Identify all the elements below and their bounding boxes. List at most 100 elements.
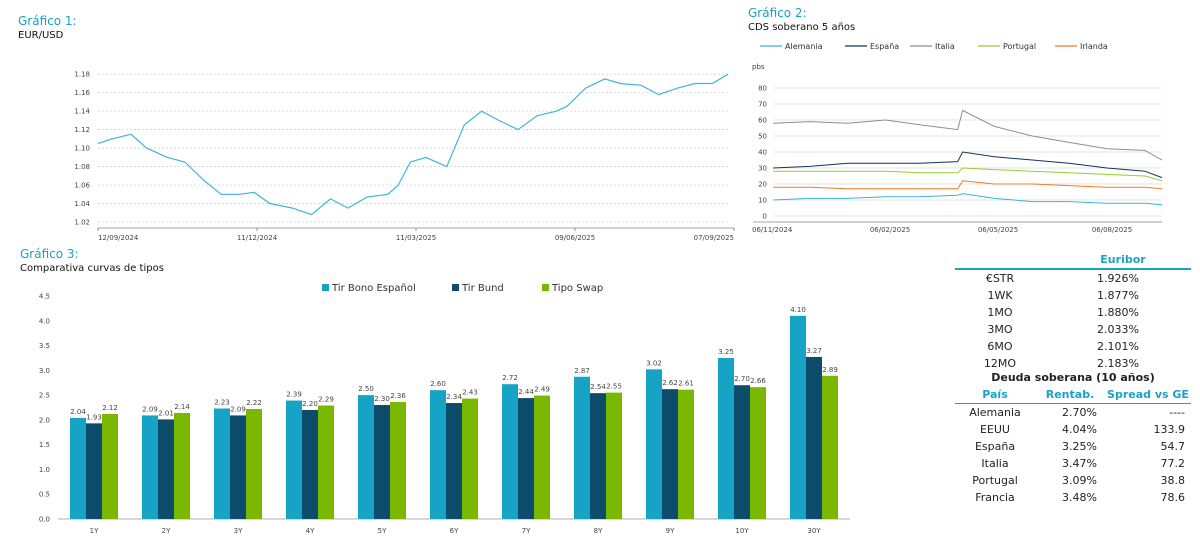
col-pais: País — [955, 386, 1035, 404]
y-tick-label: 2.5 — [39, 392, 50, 400]
euribor-table: Euribor €STR 1.926% 1WK 1.877% 1MO 1.880% 3… — [955, 251, 1191, 372]
table-row: 6MO 2.101% — [955, 338, 1191, 355]
euribor-label: 1WK — [987, 289, 1013, 302]
table-row: 1WK 1.877% — [955, 287, 1191, 304]
y-tick-label: 80 — [758, 85, 767, 93]
eurusd-chart: 1.02 1.04 1.06 1.08 1.10 1.12 1.14 1.16 1.18 12/0… — [74, 71, 735, 242]
bar-value-label: 2.49 — [534, 386, 550, 394]
x-tick-label: 30Y — [807, 527, 821, 535]
legend-swatch — [322, 284, 329, 291]
bar — [246, 408, 262, 519]
cds-line-portugal — [773, 167, 1163, 182]
cds-line-espana — [772, 151, 1163, 179]
chart1-subtitle: EUR/USD — [18, 30, 64, 41]
bar-value-label: 2.66 — [750, 377, 766, 385]
legend-label: Portugal — [1003, 42, 1036, 51]
y-tick-label: 0.5 — [39, 491, 50, 499]
bar-value-label: 2.36 — [390, 392, 406, 400]
x-tick-label: 11/12/2024 — [237, 234, 278, 242]
y-tick-label: 40 — [758, 149, 767, 157]
bar — [214, 408, 230, 519]
bar-value-label: 2.44 — [518, 388, 534, 396]
y-tick-label: 0 — [763, 213, 767, 221]
bar — [174, 412, 190, 519]
x-tick-label: 1Y — [90, 527, 99, 535]
bar — [390, 402, 406, 519]
x-tick-label: 5Y — [378, 527, 387, 535]
x-tick-label: 7Y — [522, 527, 531, 535]
y-axis-label: pbs — [752, 63, 765, 71]
bar-value-label: 2.20 — [302, 400, 318, 408]
cds-chart: pbs 0 10 20 30 40 50 60 70 80 06/11/2024 06/02/2025… — [752, 42, 1163, 234]
x-tick-label: 6Y — [450, 527, 459, 535]
legend-label: Italia — [935, 42, 955, 51]
table-row: EEUU 4.04% 133.9 — [955, 421, 1191, 438]
spread-cell: 78.6 — [1160, 491, 1186, 504]
euribor-label: 3MO — [987, 323, 1013, 336]
x-tick-label: 9Y — [666, 527, 675, 535]
bar — [70, 417, 86, 519]
bar — [430, 390, 446, 519]
bar-value-label: 2.34 — [446, 393, 462, 401]
bar — [822, 375, 838, 519]
y-tick-label: 70 — [758, 101, 767, 109]
spread-cell: 54.7 — [1160, 440, 1186, 453]
bar-value-label: 2.43 — [462, 389, 478, 397]
y-tick-label: 1.02 — [74, 219, 90, 227]
bar — [142, 415, 158, 519]
euribor-value: 2.033% — [1097, 323, 1139, 336]
bar-value-label: 3.27 — [806, 347, 822, 355]
bar-value-label: 2.23 — [214, 398, 230, 406]
rentab-cell: 3.48% — [1062, 491, 1097, 504]
spread-cell: 38.8 — [1160, 474, 1186, 487]
bar-value-label: 2.62 — [662, 379, 678, 387]
bar-value-label: 2.04 — [70, 408, 86, 416]
spread-cell: ---- — [1169, 406, 1185, 419]
bar-value-label: 1.93 — [86, 413, 102, 421]
y-tick-label: 60 — [758, 117, 767, 125]
table-row: €STR 1.926% — [955, 269, 1191, 287]
table-row: Francia 3.48% 78.6 — [955, 489, 1191, 506]
euribor-header: Euribor — [955, 251, 1191, 270]
y-tick-label: 10 — [758, 197, 767, 205]
bar-value-label: 2.39 — [286, 391, 302, 399]
table-row: 12MO 2.183% — [955, 355, 1191, 372]
y-tick-label: 4.0 — [39, 317, 50, 325]
bar-value-label: 3.02 — [646, 359, 662, 367]
bar-value-label: 4.10 — [790, 306, 806, 314]
bar — [358, 395, 374, 519]
x-tick-label: 11/03/2025 — [396, 234, 436, 242]
euribor-label: €STR — [985, 272, 1015, 285]
bar — [590, 393, 606, 519]
bar — [734, 385, 750, 519]
bar-value-label: 2.89 — [822, 366, 838, 374]
euribor-value: 2.183% — [1097, 357, 1139, 370]
x-tick-label: 06/08/2025 — [1092, 226, 1132, 234]
y-tick-label: 30 — [758, 165, 767, 173]
chart2-subtitle: CDS soberano 5 años — [748, 22, 856, 33]
x-tick-label: 10Y — [735, 527, 749, 535]
table-row: 3MO 2.033% — [955, 321, 1191, 338]
legend-label: Tir Bund — [461, 283, 504, 294]
x-tick-label: 2Y — [162, 527, 171, 535]
bar — [446, 403, 462, 519]
bar-value-label: 2.50 — [358, 385, 374, 393]
pais-cell: Italia — [981, 457, 1009, 470]
y-tick-label: 0.0 — [39, 516, 50, 524]
x-tick-label: 07/09/2025 — [694, 234, 734, 242]
bar-value-label: 2.09 — [142, 405, 158, 413]
euribor-label: 12MO — [983, 357, 1017, 370]
eurusd-line — [97, 73, 729, 216]
chart1-title: Gráfico 1: — [18, 14, 77, 28]
bar — [158, 419, 174, 519]
bar-value-label: 2.87 — [574, 367, 590, 375]
bar — [286, 400, 302, 519]
euribor-value: 2.101% — [1097, 340, 1139, 353]
bar — [102, 413, 118, 519]
bar-value-label: 2.70 — [734, 375, 750, 383]
euribor-value: 1.877% — [1097, 289, 1139, 302]
col-spread: Spread vs GE — [1105, 386, 1191, 404]
chart2-title: Gráfico 2: — [748, 6, 807, 20]
bar — [86, 423, 102, 519]
euribor-value: 1.926% — [1097, 272, 1139, 285]
